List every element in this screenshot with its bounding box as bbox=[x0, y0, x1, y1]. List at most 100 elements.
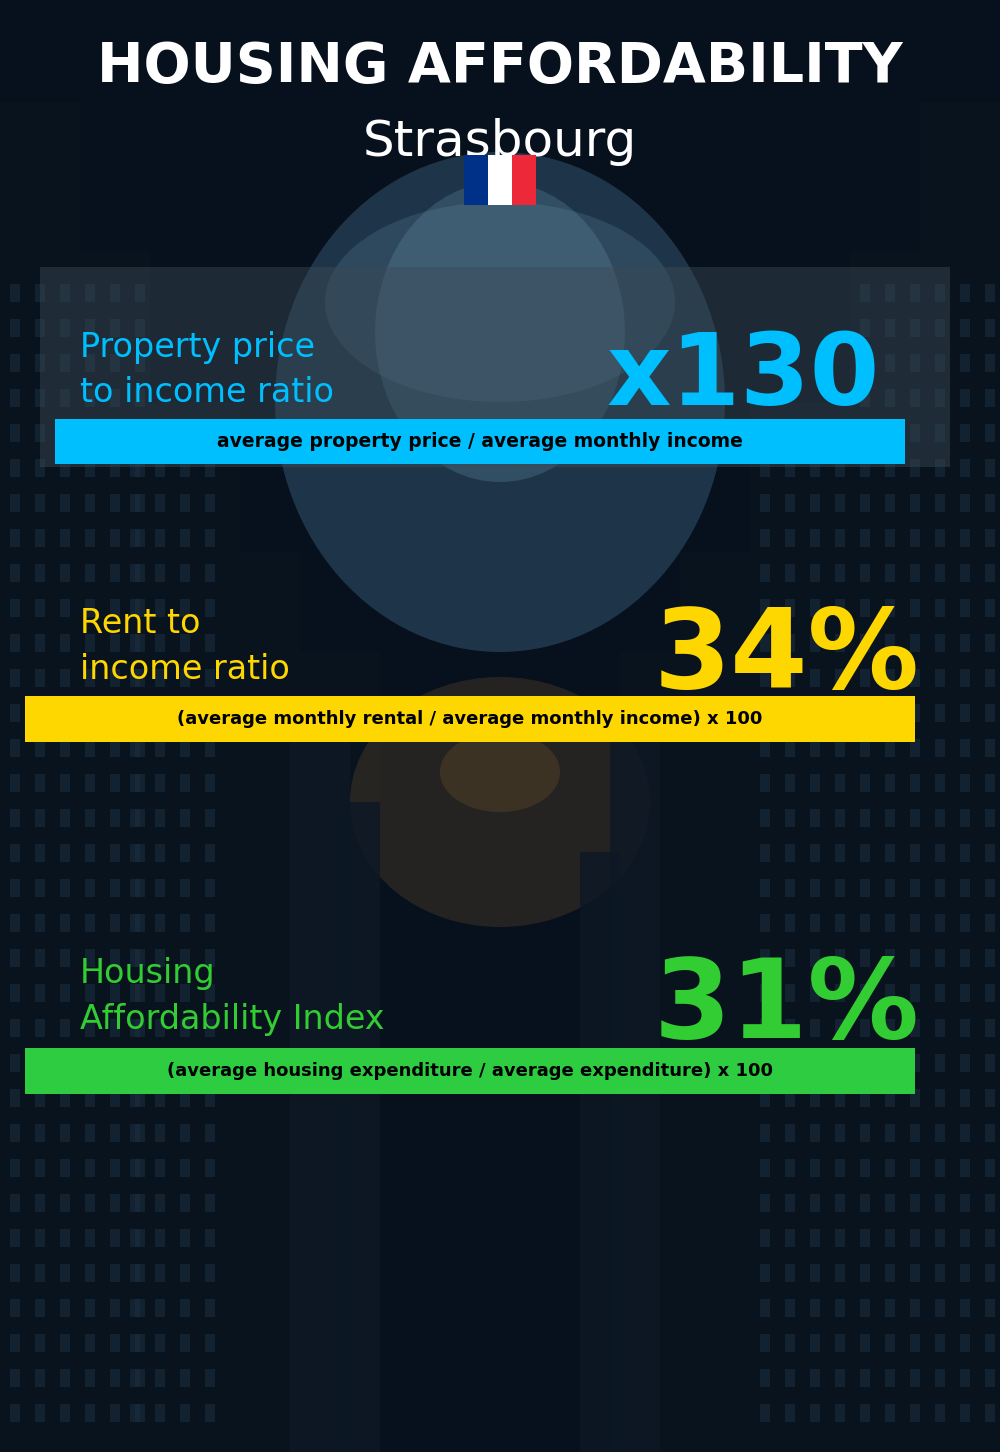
FancyBboxPatch shape bbox=[885, 459, 895, 478]
FancyBboxPatch shape bbox=[110, 1369, 120, 1387]
FancyBboxPatch shape bbox=[85, 1019, 95, 1037]
FancyBboxPatch shape bbox=[760, 1089, 770, 1106]
FancyBboxPatch shape bbox=[785, 424, 795, 441]
FancyBboxPatch shape bbox=[760, 600, 770, 617]
FancyBboxPatch shape bbox=[985, 459, 995, 478]
FancyBboxPatch shape bbox=[60, 809, 70, 828]
FancyBboxPatch shape bbox=[205, 494, 215, 513]
FancyBboxPatch shape bbox=[885, 1334, 895, 1352]
FancyBboxPatch shape bbox=[0, 102, 80, 1452]
FancyBboxPatch shape bbox=[785, 563, 795, 582]
FancyBboxPatch shape bbox=[960, 950, 970, 967]
FancyBboxPatch shape bbox=[10, 844, 20, 862]
FancyBboxPatch shape bbox=[985, 563, 995, 582]
FancyBboxPatch shape bbox=[960, 563, 970, 582]
FancyBboxPatch shape bbox=[910, 635, 920, 652]
FancyBboxPatch shape bbox=[155, 1369, 165, 1387]
FancyBboxPatch shape bbox=[120, 402, 240, 1452]
FancyBboxPatch shape bbox=[835, 669, 845, 687]
FancyBboxPatch shape bbox=[835, 984, 845, 1002]
FancyBboxPatch shape bbox=[860, 1019, 870, 1037]
FancyBboxPatch shape bbox=[155, 1265, 165, 1282]
FancyBboxPatch shape bbox=[180, 424, 190, 441]
FancyBboxPatch shape bbox=[810, 950, 820, 967]
FancyBboxPatch shape bbox=[135, 1194, 145, 1212]
FancyBboxPatch shape bbox=[180, 635, 190, 652]
FancyBboxPatch shape bbox=[110, 878, 120, 897]
FancyBboxPatch shape bbox=[110, 424, 120, 441]
FancyBboxPatch shape bbox=[960, 354, 970, 372]
FancyBboxPatch shape bbox=[985, 1054, 995, 1072]
FancyBboxPatch shape bbox=[785, 913, 795, 932]
FancyBboxPatch shape bbox=[910, 1369, 920, 1387]
FancyBboxPatch shape bbox=[135, 1334, 145, 1352]
FancyBboxPatch shape bbox=[155, 774, 165, 791]
FancyBboxPatch shape bbox=[290, 701, 350, 1452]
FancyBboxPatch shape bbox=[885, 1019, 895, 1037]
FancyBboxPatch shape bbox=[985, 1300, 995, 1317]
FancyBboxPatch shape bbox=[960, 529, 970, 547]
FancyBboxPatch shape bbox=[85, 319, 95, 337]
FancyBboxPatch shape bbox=[960, 319, 970, 337]
FancyBboxPatch shape bbox=[155, 635, 165, 652]
FancyBboxPatch shape bbox=[860, 913, 870, 932]
FancyBboxPatch shape bbox=[130, 1194, 140, 1212]
FancyBboxPatch shape bbox=[35, 563, 45, 582]
FancyBboxPatch shape bbox=[935, 739, 945, 756]
FancyBboxPatch shape bbox=[960, 635, 970, 652]
FancyBboxPatch shape bbox=[910, 774, 920, 791]
FancyBboxPatch shape bbox=[60, 1228, 70, 1247]
FancyBboxPatch shape bbox=[35, 389, 45, 407]
FancyBboxPatch shape bbox=[835, 459, 845, 478]
FancyBboxPatch shape bbox=[785, 1404, 795, 1422]
FancyBboxPatch shape bbox=[110, 389, 120, 407]
FancyBboxPatch shape bbox=[935, 1265, 945, 1282]
FancyBboxPatch shape bbox=[130, 913, 140, 932]
FancyBboxPatch shape bbox=[960, 424, 970, 441]
FancyBboxPatch shape bbox=[760, 1019, 770, 1037]
FancyBboxPatch shape bbox=[910, 984, 920, 1002]
FancyBboxPatch shape bbox=[110, 1265, 120, 1282]
FancyBboxPatch shape bbox=[885, 669, 895, 687]
FancyBboxPatch shape bbox=[130, 809, 140, 828]
FancyBboxPatch shape bbox=[985, 1228, 995, 1247]
FancyBboxPatch shape bbox=[810, 494, 820, 513]
FancyBboxPatch shape bbox=[135, 635, 145, 652]
FancyBboxPatch shape bbox=[960, 1404, 970, 1422]
FancyBboxPatch shape bbox=[935, 1159, 945, 1178]
FancyBboxPatch shape bbox=[130, 529, 140, 547]
FancyBboxPatch shape bbox=[935, 635, 945, 652]
FancyBboxPatch shape bbox=[910, 669, 920, 687]
FancyBboxPatch shape bbox=[110, 285, 120, 302]
FancyBboxPatch shape bbox=[180, 529, 190, 547]
FancyBboxPatch shape bbox=[910, 950, 920, 967]
FancyBboxPatch shape bbox=[35, 354, 45, 372]
FancyBboxPatch shape bbox=[885, 1054, 895, 1072]
FancyBboxPatch shape bbox=[860, 354, 870, 372]
FancyBboxPatch shape bbox=[85, 1265, 95, 1282]
FancyBboxPatch shape bbox=[180, 1300, 190, 1317]
FancyBboxPatch shape bbox=[760, 1124, 770, 1143]
FancyBboxPatch shape bbox=[885, 1228, 895, 1247]
FancyBboxPatch shape bbox=[130, 1300, 140, 1317]
FancyBboxPatch shape bbox=[155, 878, 165, 897]
FancyBboxPatch shape bbox=[110, 669, 120, 687]
FancyBboxPatch shape bbox=[885, 913, 895, 932]
FancyBboxPatch shape bbox=[130, 739, 140, 756]
FancyBboxPatch shape bbox=[810, 1228, 820, 1247]
FancyBboxPatch shape bbox=[910, 878, 920, 897]
FancyBboxPatch shape bbox=[810, 529, 820, 547]
FancyBboxPatch shape bbox=[760, 809, 770, 828]
FancyBboxPatch shape bbox=[910, 1300, 920, 1317]
FancyBboxPatch shape bbox=[35, 1019, 45, 1037]
FancyBboxPatch shape bbox=[760, 1194, 770, 1212]
FancyBboxPatch shape bbox=[785, 600, 795, 617]
FancyBboxPatch shape bbox=[935, 563, 945, 582]
FancyBboxPatch shape bbox=[130, 984, 140, 1002]
FancyBboxPatch shape bbox=[810, 424, 820, 441]
FancyBboxPatch shape bbox=[860, 704, 870, 722]
FancyBboxPatch shape bbox=[885, 950, 895, 967]
FancyBboxPatch shape bbox=[835, 600, 845, 617]
FancyBboxPatch shape bbox=[960, 844, 970, 862]
FancyBboxPatch shape bbox=[935, 389, 945, 407]
